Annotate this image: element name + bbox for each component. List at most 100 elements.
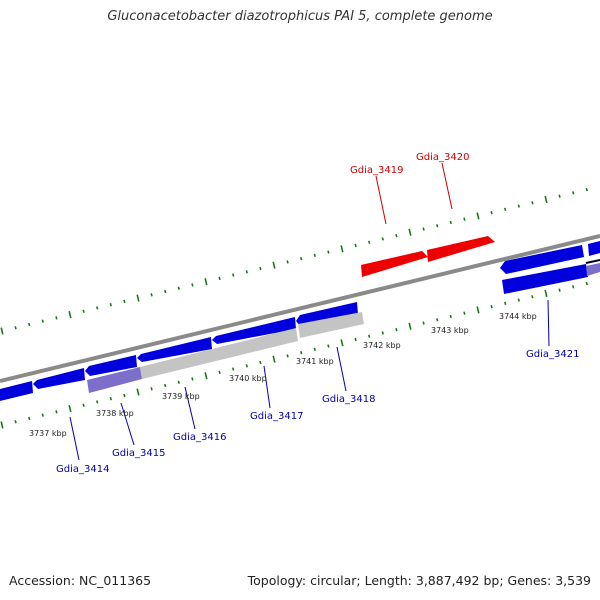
tick-mark <box>177 380 180 384</box>
tick-mark <box>531 201 534 205</box>
gene-arrow-left-4[interactable] <box>137 337 212 362</box>
tick-mark <box>204 372 208 380</box>
tick-mark <box>395 327 398 332</box>
tick-mark <box>41 319 44 323</box>
tick-mark <box>28 416 31 421</box>
tick-mark <box>109 302 112 307</box>
gene-bar-light-2[interactable] <box>298 312 364 338</box>
gene-arrow-left-5[interactable] <box>212 317 296 344</box>
tick-mark <box>218 370 221 375</box>
tick-mark <box>517 204 520 208</box>
scale-label: 3740 kbp <box>229 374 267 383</box>
tick-mark <box>340 245 344 253</box>
tick-mark <box>68 405 72 413</box>
gene-label-gdia-3421[interactable]: Gdia_3421 <box>526 349 579 360</box>
tick-mark <box>313 253 316 258</box>
tick-mark <box>422 321 425 325</box>
gene-arrow-gdia-3420[interactable] <box>427 236 495 262</box>
tick-mark <box>490 210 493 215</box>
tick-mark <box>191 377 194 381</box>
tick-mark <box>313 347 316 352</box>
tick-mark <box>0 421 4 429</box>
tick-mark <box>408 228 412 236</box>
tick-mark <box>436 224 439 228</box>
tick-mark <box>150 293 153 297</box>
tick-mark <box>191 283 194 287</box>
tick-mark <box>286 354 289 358</box>
accession-label: Accession: NC_011365 <box>9 573 152 588</box>
tick-mark <box>136 294 140 302</box>
tick-mark <box>395 233 398 238</box>
tick-mark <box>82 309 85 313</box>
leader-lines <box>69 162 550 461</box>
tick-mark <box>354 243 357 248</box>
gene-arrow-left-1[interactable] <box>0 381 33 401</box>
map-title: Gluconacetobacter diazotrophicus PAI 5, … <box>107 9 493 24</box>
gene-label-gdia-3416[interactable]: Gdia_3416 <box>173 432 226 443</box>
tick-mark <box>463 311 466 315</box>
gene-label-gdia-3417[interactable]: Gdia_3417 <box>250 411 303 422</box>
tick-mark <box>558 288 561 292</box>
tick-mark <box>218 276 221 281</box>
gene-label-gdia-3418[interactable]: Gdia_3418 <box>322 394 375 405</box>
scale-label: 3737 kbp <box>29 429 67 438</box>
tick-mark <box>300 350 303 355</box>
tick-mark <box>300 256 303 261</box>
tick-mark <box>340 339 344 347</box>
gene-bar-purple[interactable] <box>87 367 142 393</box>
tick-mark <box>368 334 371 338</box>
tick-mark <box>476 306 480 314</box>
scale-label: 3739 kbp <box>162 392 200 401</box>
tick-mark <box>408 322 412 330</box>
tick-mark <box>436 318 439 322</box>
tick-mark <box>327 344 330 348</box>
tick-mark <box>123 299 126 304</box>
gene-arrow-left-6[interactable] <box>296 302 358 327</box>
tick-mark <box>96 400 99 404</box>
summary-label: Topology: circular; Length: 3,887,492 bp… <box>247 573 591 588</box>
reverse-strand-genes <box>0 241 600 401</box>
gene-arrow-right-2[interactable] <box>502 264 588 294</box>
tick-mark <box>232 367 235 371</box>
tick-mark <box>572 285 575 289</box>
gene-label-gdia-3420[interactable]: Gdia_3420 <box>416 152 469 163</box>
scale-label: 3741 kbp <box>296 357 334 366</box>
tick-mark <box>14 326 17 330</box>
tick-mark <box>422 227 425 231</box>
tick-mark <box>585 281 588 286</box>
tick-mark <box>354 337 357 342</box>
tick-mark <box>286 260 289 264</box>
gene-arrow-right-1[interactable] <box>500 245 584 274</box>
tick-mark <box>490 304 493 309</box>
tick-mark <box>476 212 480 220</box>
tick-mark <box>272 355 276 363</box>
tick-mark <box>381 237 384 241</box>
gene-label-gdia-3415[interactable]: Gdia_3415 <box>112 448 165 459</box>
tick-mark <box>504 301 507 306</box>
scale-label: 3738 kbp <box>96 409 134 418</box>
gene-label-gdia-3419[interactable]: Gdia_3419 <box>350 165 403 176</box>
tick-mark <box>558 194 561 198</box>
tick-mark <box>28 322 31 327</box>
gene-bar-purple-right[interactable] <box>586 263 600 276</box>
gene-edge-right <box>585 259 600 264</box>
tick-mark <box>0 327 4 335</box>
tick-mark <box>164 289 167 294</box>
gene-arrow-gdia-3419[interactable] <box>361 251 428 277</box>
gene-arrow-left-3[interactable] <box>85 355 137 376</box>
tick-mark <box>259 360 262 365</box>
tick-mark <box>109 396 112 401</box>
gene-arrow-right-3[interactable] <box>588 241 600 256</box>
gene-arrow-left-2[interactable] <box>33 368 85 389</box>
genome-backbone <box>0 234 600 383</box>
tick-mark <box>517 298 520 302</box>
tick-mark <box>204 278 208 286</box>
tick-mark <box>572 191 575 195</box>
tick-mark <box>585 187 588 192</box>
gene-label-gdia-3414[interactable]: Gdia_3414 <box>56 464 109 475</box>
tick-mark <box>177 286 180 290</box>
gene-bar-light-1[interactable] <box>140 328 298 379</box>
outer-tick-ring <box>0 187 588 335</box>
tick-mark <box>82 403 85 407</box>
tick-mark <box>55 316 58 320</box>
